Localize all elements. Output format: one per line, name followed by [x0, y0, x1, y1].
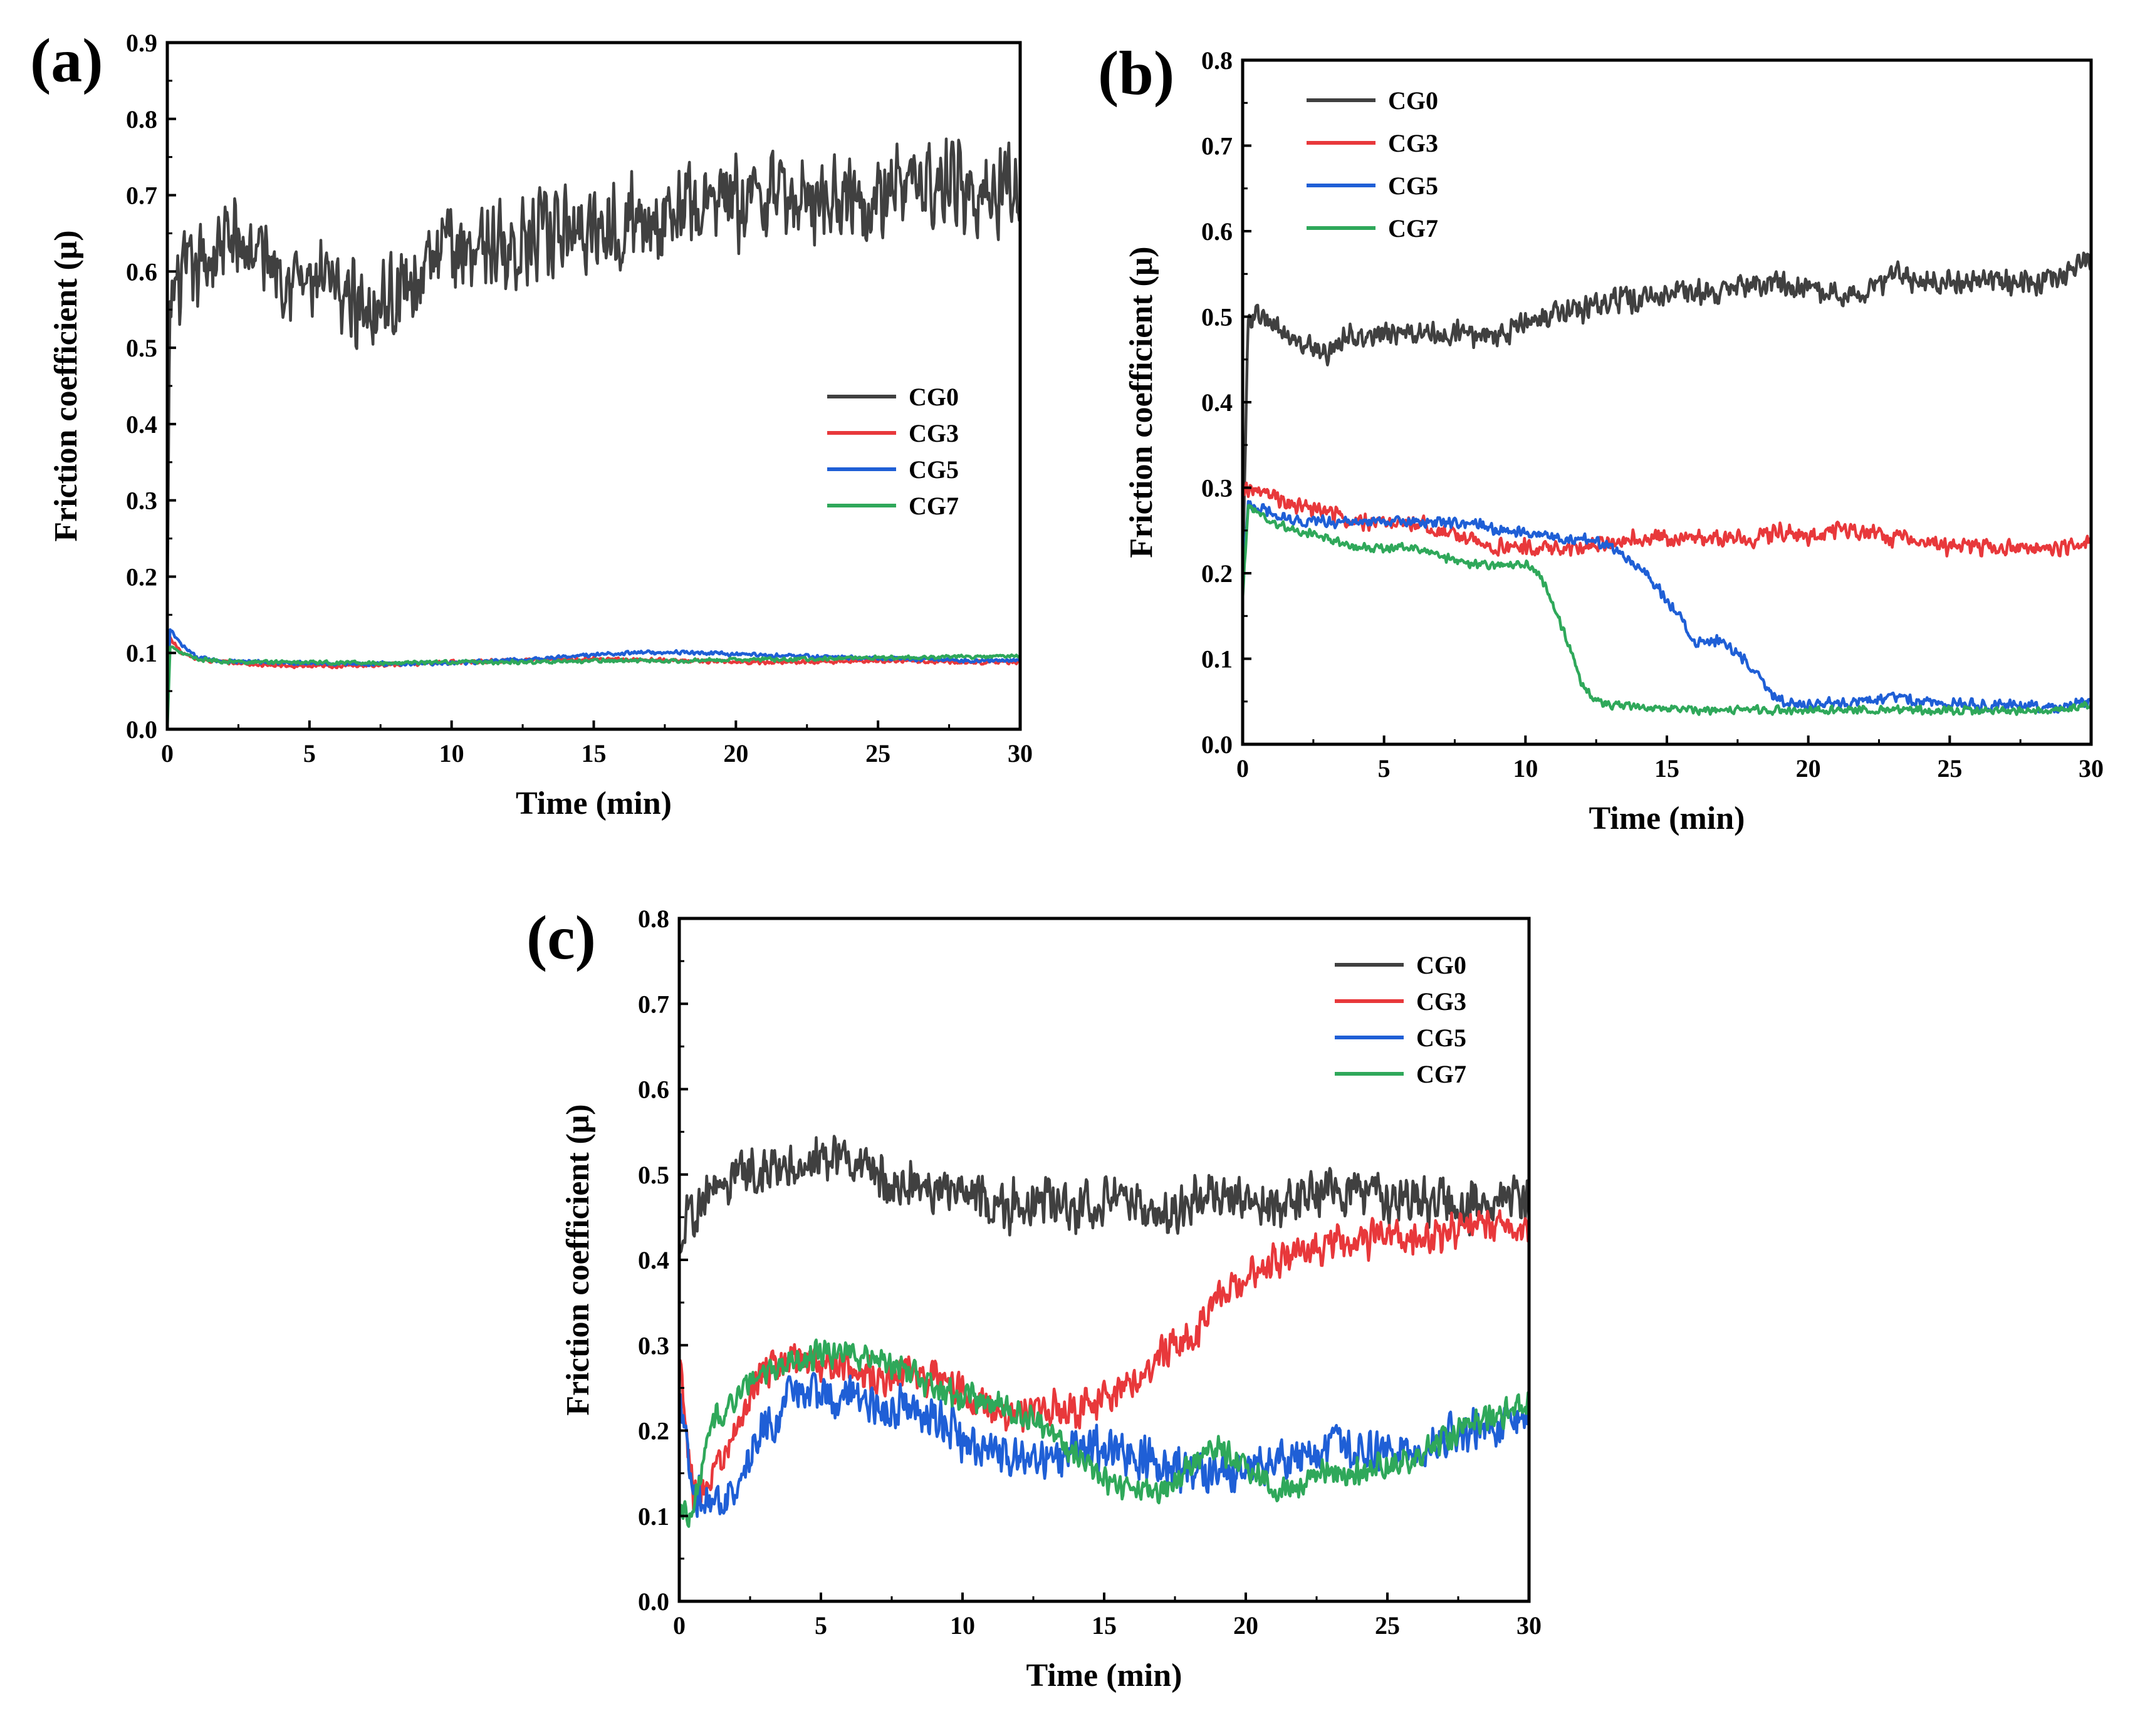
series-line-cg3 [679, 1209, 1529, 1515]
x-tick-label: 30 [1516, 1611, 1542, 1640]
plot-frame [1241, 58, 2093, 746]
x-tick-label: 30 [1008, 739, 1033, 767]
plot-frame [165, 41, 1022, 731]
y-tick-label: 0.0 [638, 1588, 669, 1616]
panel-a: (a) 0 5 10 15 20 25 30 0.0 0.1 0.2 0.3 0.4 0.5 0.6 0.7 0… [30, 26, 1033, 821]
x-tick-label: 25 [1375, 1611, 1400, 1640]
x-tick-label: 25 [865, 739, 890, 767]
legend-label: CG5 [1416, 1024, 1466, 1052]
x-tick-label: 10 [950, 1611, 975, 1640]
y-tick-label: 0.8 [1201, 46, 1233, 75]
legend-label: CG3 [909, 419, 959, 447]
series-group [1243, 251, 2091, 716]
panel-c: (c) 0 5 10 15 20 25 30 0.0 0.1 0.2 0.3 0.4 0.5 0.6 0.7 0… [526, 903, 1542, 1693]
legend-label: CG3 [1416, 987, 1466, 1016]
legend-label: CG5 [909, 455, 959, 484]
x-tick-label: 5 [303, 739, 316, 767]
series-line-cg7 [679, 1338, 1529, 1528]
legend: CG0 CG3 CG5 CG7 [1335, 951, 1466, 1088]
x-tick-label: 0 [1236, 754, 1249, 782]
y-tick-label: 0.4 [638, 1246, 669, 1274]
y-tick-label: 0.2 [638, 1417, 669, 1445]
x-tick-label: 30 [2079, 754, 2104, 782]
y-tick-label: 0.1 [638, 1502, 669, 1531]
x-axis-title: Time (min) [1589, 801, 1745, 836]
y-axis-title: Friction coefficient (μ) [1124, 246, 1159, 558]
legend: CG0 CG3 CG5 CG7 [827, 383, 959, 520]
y-tick-label: 0.7 [126, 182, 157, 210]
y-tick-label: 0.7 [638, 990, 669, 1018]
y-tick-label: 0.4 [126, 410, 157, 439]
legend-label: CG7 [909, 492, 959, 520]
legend-label: CG3 [1388, 129, 1438, 157]
series-line-cg5 [1243, 500, 2091, 714]
y-tick-label: 0.9 [126, 29, 157, 57]
series-line-cg3 [167, 635, 1020, 692]
y-tick-label: 0.0 [1201, 730, 1233, 759]
y-tick-label: 0.7 [1201, 132, 1233, 160]
legend-label: CG0 [909, 383, 959, 411]
x-axis-title: Time (min) [1026, 1658, 1182, 1693]
series-group [679, 1135, 1529, 1528]
y-tick-label: 0.6 [1201, 217, 1233, 246]
panel-b: (b) 0 5 10 15 20 25 30 0.0 0.1 0.2 0.3 0.4 0.5 0.6 0.7 0… [1098, 38, 2104, 836]
y-tick-label: 0.3 [638, 1331, 669, 1359]
y-tick-label: 0.5 [638, 1161, 669, 1189]
x-tick-label: 20 [1796, 754, 1821, 782]
series-line-cg7 [1243, 504, 2091, 716]
x-tick-label: 10 [1513, 754, 1538, 782]
series-line-cg0 [167, 137, 1020, 615]
series-line-cg5 [679, 1371, 1529, 1518]
y-tick-label: 0.1 [1201, 645, 1233, 673]
legend-label: CG7 [1388, 214, 1438, 242]
y-axis-title: Friction coefficient (μ) [48, 230, 84, 541]
y-tick-label: 0.0 [126, 715, 157, 744]
y-tick-label: 0.1 [126, 639, 157, 667]
legend: CG0 CG3 CG5 CG7 [1307, 86, 1438, 242]
series-line-cg0 [679, 1135, 1529, 1254]
x-tick-label: 10 [439, 739, 464, 767]
panel-label: (c) [526, 903, 596, 972]
y-tick-label: 0.5 [126, 334, 157, 362]
x-tick-label: 15 [1092, 1611, 1117, 1640]
panel-label: (a) [30, 26, 103, 95]
y-tick-label: 0.3 [1201, 474, 1233, 502]
plot-frame [677, 917, 1531, 1603]
y-tick-label: 0.8 [126, 105, 157, 133]
y-tick-label: 0.2 [126, 563, 157, 591]
series-group [167, 137, 1020, 729]
x-tick-label: 25 [1937, 754, 1962, 782]
legend-label: CG0 [1388, 86, 1438, 115]
x-tick-label: 0 [673, 1611, 686, 1640]
y-axis-title: Friction coefficient (μ) [560, 1104, 596, 1415]
x-tick-label: 20 [1233, 1611, 1258, 1640]
y-tick-label: 0.5 [1201, 303, 1233, 331]
panel-label: (b) [1098, 38, 1174, 108]
y-tick-label: 0.6 [638, 1076, 669, 1104]
legend-label: CG5 [1388, 172, 1438, 200]
legend-label: CG7 [1416, 1060, 1466, 1088]
series-line-cg7 [167, 645, 1020, 729]
x-tick-label: 15 [1654, 754, 1679, 782]
y-tick-label: 0.2 [1201, 559, 1233, 588]
x-axis-title: Time (min) [516, 786, 672, 821]
x-tick-label: 5 [815, 1611, 827, 1640]
y-tick-label: 0.4 [1201, 388, 1233, 417]
legend-label: CG0 [1416, 951, 1466, 979]
x-tick-label: 0 [161, 739, 174, 767]
y-tick-label: 0.6 [126, 257, 157, 286]
x-tick-label: 20 [723, 739, 748, 767]
x-tick-label: 15 [582, 739, 607, 767]
y-tick-label: 0.8 [638, 905, 669, 933]
x-tick-label: 5 [1378, 754, 1391, 782]
y-tick-label: 0.3 [126, 487, 157, 515]
series-line-cg0 [1243, 251, 2091, 574]
